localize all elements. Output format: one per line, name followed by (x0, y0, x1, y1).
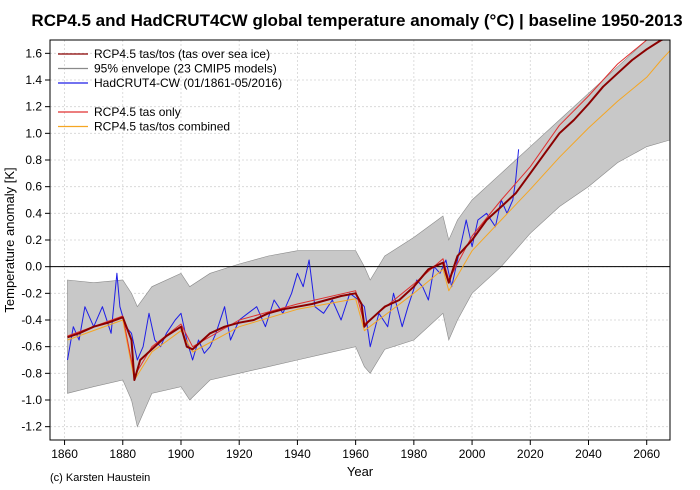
y-tick-label: 0.2 (25, 233, 42, 247)
x-tick-label: 1880 (109, 447, 136, 461)
legend-label-0: RCP4.5 tas/tos (tas over sea ice) (94, 47, 270, 61)
y-tick-label: -0.6 (21, 340, 42, 354)
y-tick-label: 1.6 (25, 46, 42, 60)
x-tick-label: 1980 (400, 447, 427, 461)
y-tick-label: -0.8 (21, 366, 42, 380)
series-line-0 (67, 40, 665, 381)
y-tick-label: -0.4 (21, 313, 42, 327)
x-tick-label: 2040 (575, 447, 602, 461)
series-line-3 (67, 149, 520, 361)
x-tick-label: 2020 (517, 447, 544, 461)
x-tick-label: 1960 (342, 447, 369, 461)
legend-label-4: RCP4.5 tas only (94, 105, 181, 119)
legend-label-1: 95% envelope (23 CMIP5 models) (94, 62, 277, 76)
y-axis-label: Temperature anomaly [K] (2, 167, 17, 312)
y-tick-label: -0.2 (21, 286, 42, 300)
series-line-2 (67, 50, 670, 381)
y-tick-label: 0.8 (25, 153, 42, 167)
x-tick-label: 2060 (633, 447, 660, 461)
x-axis-label: Year (347, 464, 374, 479)
y-tick-label: 0.4 (25, 206, 42, 220)
x-tick-label: 1860 (51, 447, 78, 461)
y-tick-label: 1.2 (25, 100, 42, 114)
y-tick-label: -1.0 (21, 393, 42, 407)
x-tick-label: 1900 (168, 447, 195, 461)
axis-ticks: 1860 1880 1900 1920 1940 1960 1980 2000 2020 2040… (21, 46, 660, 461)
y-tick-label: 1.0 (25, 126, 42, 140)
series-layer (67, 40, 670, 381)
y-tick-label: 1.4 (25, 73, 42, 87)
credit-text: (c) Karsten Haustein (50, 472, 150, 484)
x-tick-label: 1940 (284, 447, 311, 461)
chart-title: RCP4.5 and HadCRUT4CW global temperature… (31, 11, 682, 30)
y-tick-label: 0.6 (25, 180, 42, 194)
legend-label-2: HadCRUT4-CW (01/1861-05/2016) (94, 76, 282, 90)
y-tick-label: 0.0 (25, 260, 42, 274)
legend-label-5: RCP4.5 tas/tos combined (94, 120, 230, 134)
x-tick-label: 2000 (459, 447, 486, 461)
x-tick-label: 1920 (226, 447, 253, 461)
y-tick-label: -1.2 (21, 420, 42, 434)
legend: RCP4.5 tas/tos (tas over sea ice)95% env… (58, 47, 282, 134)
